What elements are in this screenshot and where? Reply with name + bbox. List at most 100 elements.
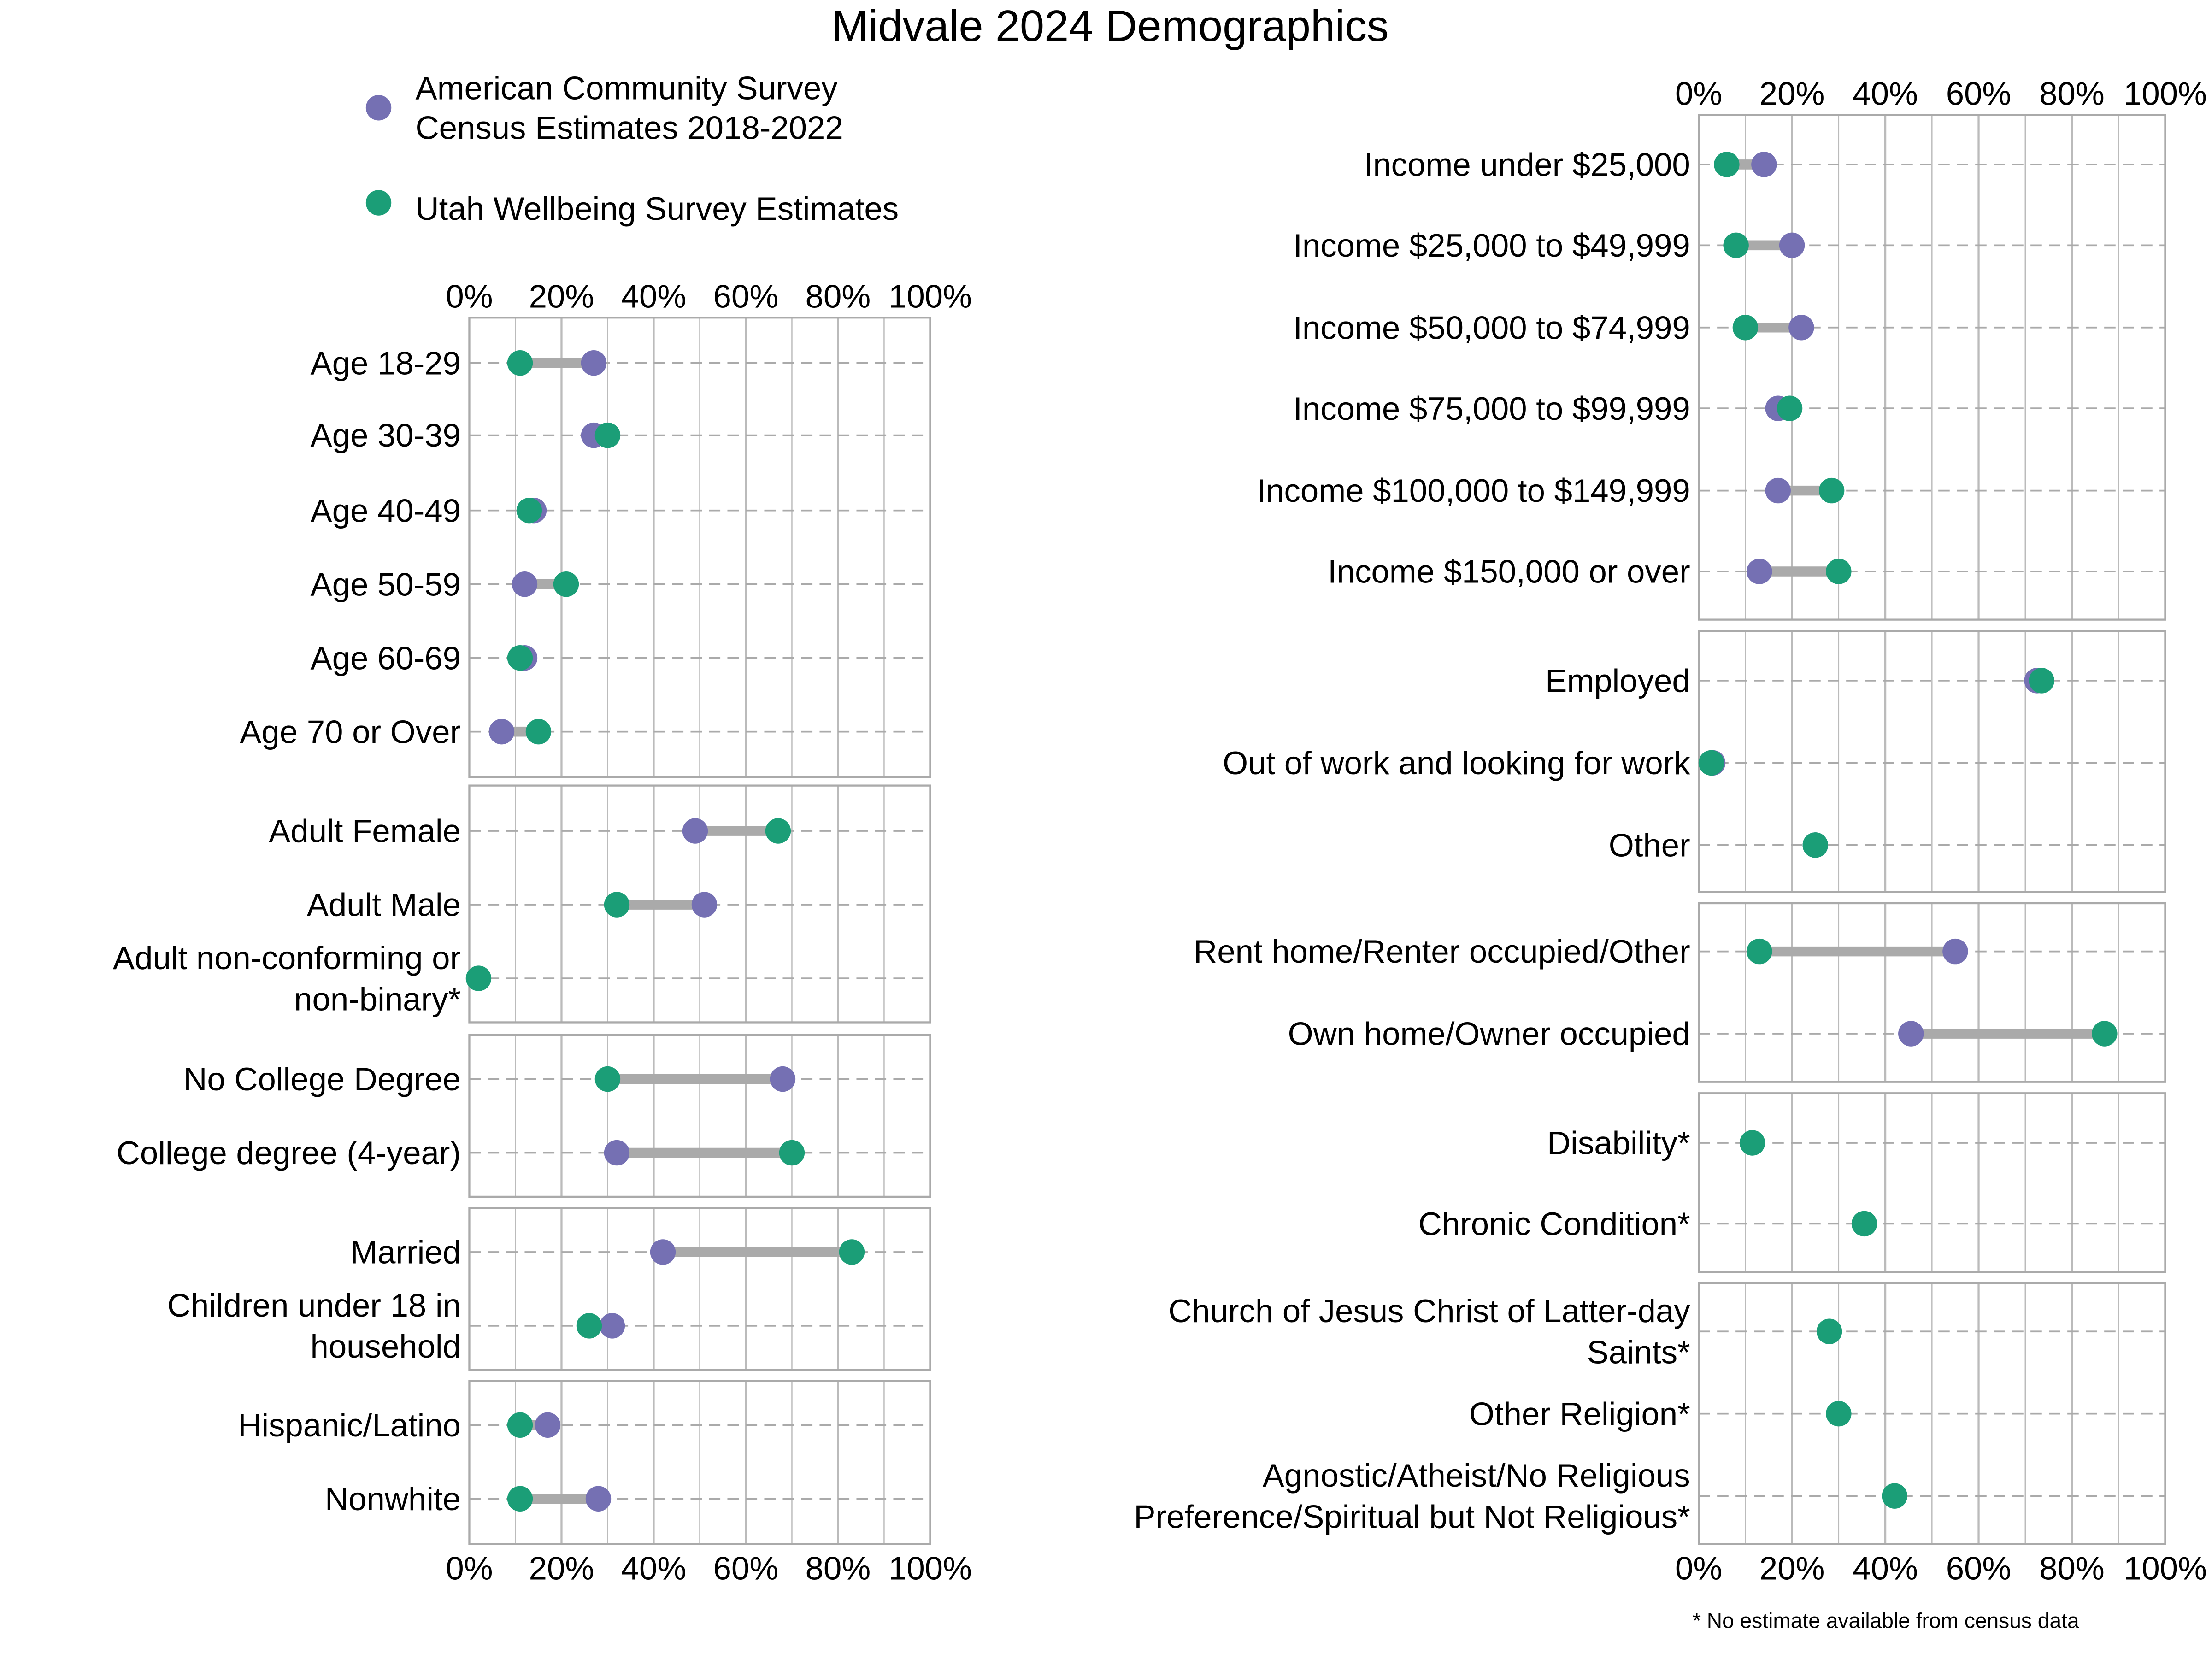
point-uws — [553, 571, 579, 597]
footnote: * No estimate available from census data — [1693, 1608, 2079, 1632]
row-label: Adult Male — [307, 887, 461, 923]
point-acs — [650, 1239, 676, 1265]
x-tick-label: 60% — [1946, 76, 2012, 112]
row-label-line: Age 30-39 — [311, 417, 461, 453]
point-uws — [839, 1239, 865, 1265]
point-uws — [507, 1412, 533, 1438]
row-label-line: Income $150,000 or over — [1328, 553, 1690, 590]
legend-label-uws-line: Utah Wellbeing Survey Estimates — [416, 190, 899, 227]
x-tick-label: 80% — [806, 1550, 871, 1587]
point-uws — [765, 818, 791, 844]
point-uws — [1714, 152, 1740, 177]
row-label: Income $50,000 to $74,999 — [1293, 309, 1690, 346]
x-tick-label: 80% — [2039, 1550, 2105, 1587]
x-tick-label: 60% — [1946, 1550, 2012, 1587]
row-label: Out of work and looking for work — [1223, 745, 1690, 781]
row-label-line: Employed — [1545, 663, 1690, 699]
panel-7: Employed Out of work and looking for work… — [1223, 630, 2166, 893]
point-uws — [2029, 668, 2054, 694]
point-uws — [1882, 1483, 1908, 1509]
row-label: Chronic Condition* — [1418, 1206, 1690, 1242]
row-label: Age 50-59 — [311, 566, 461, 602]
row-label-line: Church of Jesus Christ of Latter-day — [1168, 1293, 1690, 1329]
point-uws — [507, 350, 533, 376]
row-label: Hispanic/Latino — [238, 1407, 461, 1443]
row-label-line: non-binary* — [294, 981, 461, 1017]
row-label: Adult non-conforming or non-binary* — [113, 940, 461, 1017]
legend-label-uws: Utah Wellbeing Survey Estimates — [416, 190, 899, 227]
point-acs — [770, 1066, 796, 1092]
x-tick-label: 20% — [1759, 76, 1825, 112]
panel-4: Married Children under 18 in household — [167, 1207, 931, 1371]
panel-border — [1698, 114, 2166, 621]
point-acs — [535, 1412, 561, 1438]
point-uws — [576, 1313, 602, 1339]
row-label-line: Own home/Owner occupied — [1288, 1016, 1690, 1052]
panels: Age 18-29 Age 30-39 Age 40-49 Age 50-59 Age … — [113, 76, 2207, 1587]
legend: American Community Survey Census Estimate… — [365, 70, 899, 227]
x-tick-label: 0% — [1675, 76, 1722, 112]
point-uws — [1777, 395, 1803, 421]
x-axis-left: 0% 20% 40% 60% 80% 100% — [446, 278, 972, 315]
point-acs — [682, 818, 708, 844]
point-acs — [581, 350, 607, 376]
point-acs — [599, 1313, 625, 1339]
chart-title: Midvale 2024 Demographics — [832, 2, 1389, 51]
row-label-line: Age 70 or Over — [240, 713, 461, 750]
row-label-line: Income under $25,000 — [1364, 147, 1690, 183]
row-label-line: No College Degree — [183, 1061, 461, 1097]
point-uws — [1816, 1318, 1842, 1344]
x-tick-label: 0% — [446, 278, 493, 315]
row-label-line: Hispanic/Latino — [238, 1407, 461, 1443]
point-acs — [512, 571, 538, 597]
x-tick-label: 20% — [529, 278, 594, 315]
row-label: Age 30-39 — [311, 417, 461, 453]
panel-1: Age 18-29 Age 30-39 Age 40-49 Age 50-59 Age … — [240, 317, 931, 778]
row-label-line: Preference/Spiritual but Not Religious* — [1134, 1498, 1690, 1535]
row-label-line: Nonwhite — [325, 1481, 461, 1517]
point-uws — [779, 1140, 805, 1166]
point-uws — [1723, 232, 1749, 258]
row-label-line: Age 50-59 — [311, 566, 461, 602]
row-label-line: Age 60-69 — [311, 640, 461, 676]
row-label: Church of Jesus Christ of Latter-day Sain… — [1168, 1293, 1690, 1370]
point-uws — [1818, 477, 1845, 504]
x-tick-label: 80% — [806, 278, 871, 315]
point-acs — [1788, 315, 1814, 341]
panel-2: Adult Female Adult Male Adult non-conformi… — [113, 784, 931, 1024]
point-acs — [691, 892, 718, 918]
row-label: Income $100,000 to $149,999 — [1257, 472, 1690, 509]
point-uws — [507, 1486, 533, 1512]
row-label-line: Agnostic/Atheist/No Religious — [1263, 1457, 1690, 1494]
row-label: No College Degree — [183, 1061, 461, 1097]
row-label-line: Other Religion* — [1469, 1395, 1690, 1432]
panel-10: Church of Jesus Christ of Latter-day Sain… — [1134, 1282, 2166, 1545]
panel-6: Income under $25,000 Income $25,000 to $4… — [1257, 114, 2166, 621]
row-label: Own home/Owner occupied — [1288, 1016, 1690, 1052]
x-tick-label: 60% — [713, 278, 779, 315]
point-uws — [525, 719, 552, 745]
point-acs — [1747, 559, 1772, 584]
point-uws — [594, 1066, 621, 1092]
point-acs — [1765, 477, 1791, 504]
panel-5: Hispanic/Latino Nonwhite — [238, 1380, 931, 1545]
point-acs — [604, 1140, 630, 1166]
row-label: Income $75,000 to $99,999 — [1293, 390, 1690, 427]
row-label: Income $25,000 to $49,999 — [1293, 227, 1690, 264]
row-label-line: Income $50,000 to $74,999 — [1293, 309, 1690, 346]
row-label: Agnostic/Atheist/No Religious Preference/… — [1134, 1457, 1690, 1535]
point-uws — [507, 645, 533, 671]
row-label: Age 70 or Over — [240, 713, 461, 750]
legend-marker-uws — [365, 190, 392, 216]
x-tick-label: 0% — [446, 1550, 493, 1587]
legend-label-acs-line: Census Estimates 2018-2022 — [416, 110, 843, 146]
x-tick-label: 40% — [621, 1550, 687, 1587]
panel-border — [468, 1034, 931, 1198]
point-acs — [1779, 232, 1805, 258]
row-label: Employed — [1545, 663, 1690, 699]
x-tick-label: 60% — [713, 1550, 779, 1587]
row-label: Other Religion* — [1469, 1395, 1690, 1432]
row-label-line: Married — [350, 1234, 461, 1271]
point-uws — [594, 422, 621, 448]
point-uws — [2092, 1021, 2118, 1047]
